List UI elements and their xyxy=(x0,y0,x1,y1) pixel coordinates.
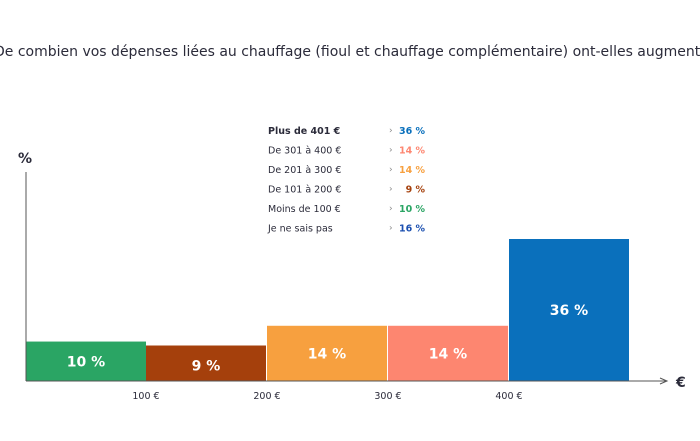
legend-item-value: 9 % xyxy=(406,185,426,196)
legend-item-label: Je ne sais pas xyxy=(267,224,333,235)
legend-item-value: 14 % xyxy=(399,165,426,176)
chevron-right-icon: › xyxy=(389,146,393,156)
bar-value-label: 9 % xyxy=(192,358,221,374)
x-axis-arrow-icon xyxy=(659,377,669,385)
chevron-right-icon: › xyxy=(389,185,393,195)
bars: 10 % 9 % 14 % 14 % 36 % xyxy=(26,239,629,381)
x-tick-label: 200 € xyxy=(253,391,280,402)
chevron-right-icon: › xyxy=(389,126,393,136)
bar-value-label: 10 % xyxy=(67,354,105,370)
legend-item-label: De 201 à 300 € xyxy=(268,165,341,176)
x-tick-label: 100 € xyxy=(132,391,159,402)
legend: Plus de 401 € › 36 % De 301 à 400 € › 14 % De … xyxy=(267,126,425,235)
legend-item-label: Plus de 401 € xyxy=(268,126,340,137)
chevron-right-icon: › xyxy=(389,204,393,214)
x-axis-label: € xyxy=(675,375,686,391)
bar-value-label: 36 % xyxy=(550,303,588,319)
legend-item-value: 14 % xyxy=(399,146,426,157)
bar-value-label: 14 % xyxy=(308,346,346,362)
legend-item-value: 10 % xyxy=(399,204,426,215)
axes: % €100 € 200 € 300 € 400 € xyxy=(18,151,686,402)
legend-item-value: 16 % xyxy=(399,224,426,235)
chart-title: De combien vos dépenses liées au chauffa… xyxy=(0,44,700,60)
x-tick-label: 400 € xyxy=(495,391,522,402)
bar-0-100 xyxy=(26,341,146,381)
bar-value-label: 14 % xyxy=(429,346,467,362)
y-axis-label: % xyxy=(18,151,32,167)
chevron-right-icon: › xyxy=(389,224,393,234)
legend-item-label: De 101 à 200 € xyxy=(268,185,341,196)
x-tick-label: 300 € xyxy=(374,391,401,402)
bar-100-200 xyxy=(146,345,266,381)
bar-200-300 xyxy=(267,325,387,381)
legend-item-label: Moins de 100 € xyxy=(268,204,341,215)
legend-item-value: 36 % xyxy=(399,126,426,137)
legend-item-label: De 301 à 400 € xyxy=(268,146,341,157)
bar-300-400 xyxy=(388,325,508,381)
bar-400+ xyxy=(509,239,629,381)
chevron-right-icon: › xyxy=(389,165,393,175)
